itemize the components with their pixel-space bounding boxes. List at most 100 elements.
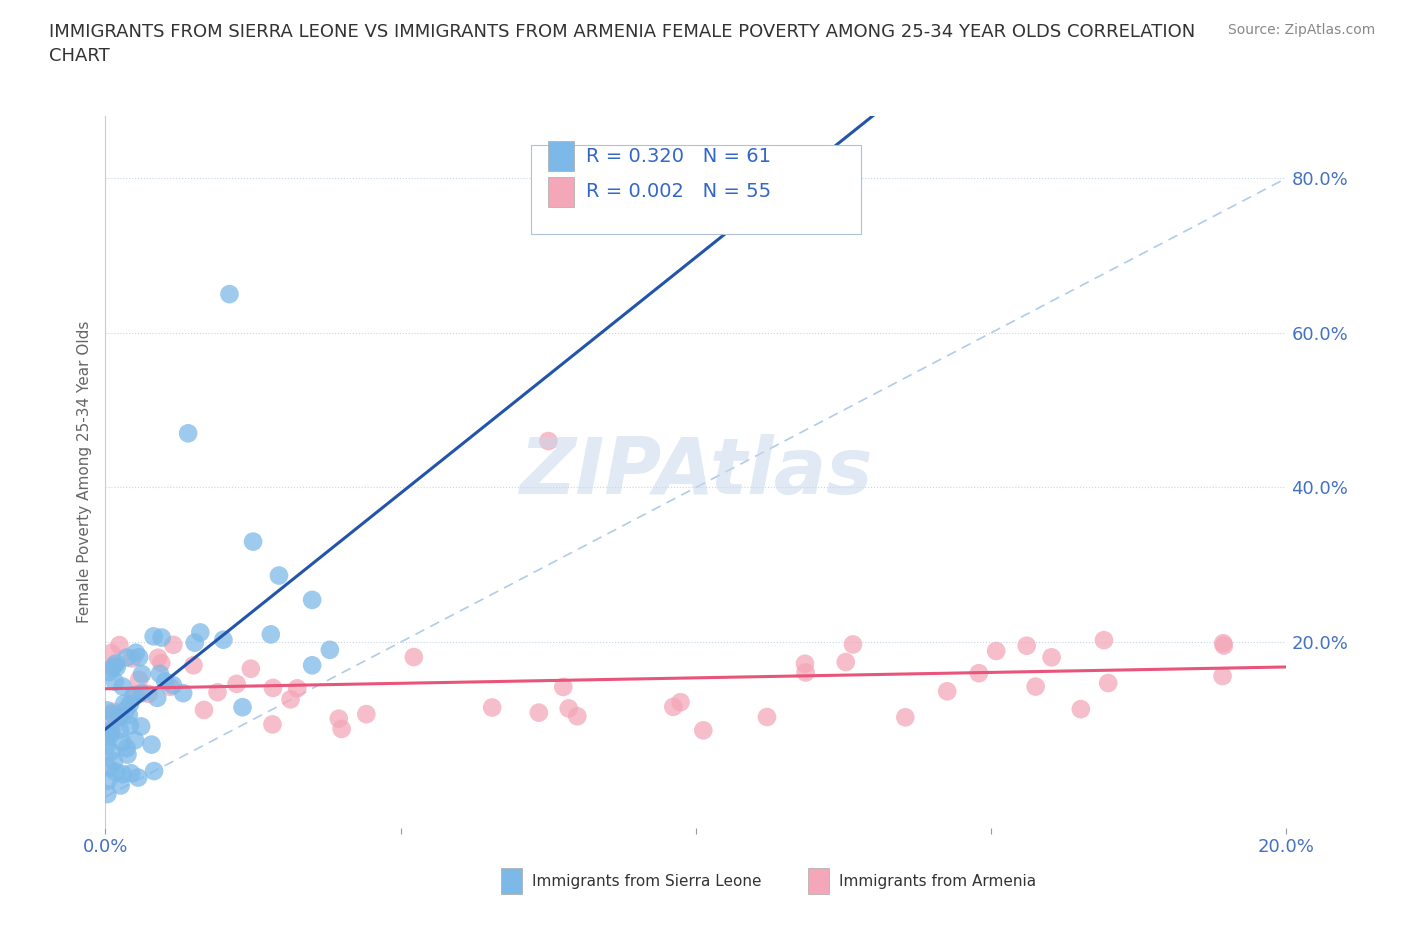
Point: [188, 625, 211, 640]
Point: [319, 643, 342, 658]
Point: [402, 649, 425, 664]
Point: [553, 680, 575, 695]
Point: [127, 770, 149, 785]
Point: [967, 666, 990, 681]
Point: [835, 655, 858, 670]
Point: [756, 710, 779, 724]
FancyBboxPatch shape: [548, 177, 574, 206]
Y-axis label: Female Poverty Among 25-34 Year Olds: Female Poverty Among 25-34 Year Olds: [77, 321, 93, 623]
Point: [101, 711, 124, 726]
FancyBboxPatch shape: [530, 145, 862, 233]
Point: [207, 684, 229, 699]
Point: [842, 637, 865, 652]
Point: [124, 733, 146, 748]
Point: [103, 658, 125, 672]
Point: [146, 690, 169, 705]
Point: [172, 685, 194, 700]
Point: [138, 686, 160, 701]
Point: [101, 706, 124, 721]
Point: [794, 657, 817, 671]
Point: [115, 702, 138, 717]
Point: [328, 711, 350, 726]
Text: R = 0.320   N = 61: R = 0.320 N = 61: [586, 147, 770, 166]
Point: [1025, 679, 1047, 694]
Point: [1040, 650, 1063, 665]
Point: [285, 681, 308, 696]
Point: [301, 658, 323, 672]
Point: [162, 637, 184, 652]
Point: [118, 708, 141, 723]
Point: [669, 695, 692, 710]
Point: [527, 705, 550, 720]
Point: [141, 737, 163, 752]
Text: R = 0.002   N = 55: R = 0.002 N = 55: [586, 182, 772, 201]
Point: [97, 760, 120, 775]
Point: [1212, 669, 1234, 684]
Point: [986, 644, 1008, 658]
Point: [1070, 701, 1092, 716]
Point: [100, 724, 122, 739]
Text: ZIPAtlas: ZIPAtlas: [519, 434, 873, 510]
Point: [936, 684, 959, 698]
Text: Immigrants from Sierra Leone: Immigrants from Sierra Leone: [531, 873, 761, 888]
Point: [96, 703, 118, 718]
Point: [96, 787, 118, 802]
Point: [481, 700, 503, 715]
Point: [115, 650, 138, 665]
Point: [120, 697, 142, 711]
Point: [159, 680, 181, 695]
FancyBboxPatch shape: [501, 869, 523, 894]
Point: [142, 629, 165, 644]
Point: [104, 764, 127, 779]
Point: [280, 692, 302, 707]
Point: [1212, 636, 1234, 651]
Point: [231, 699, 253, 714]
Point: [260, 627, 283, 642]
Point: [97, 726, 120, 741]
Point: [239, 661, 262, 676]
Point: [96, 738, 118, 753]
Point: [225, 676, 247, 691]
Point: [537, 433, 560, 448]
Point: [100, 645, 122, 660]
Text: Source: ZipAtlas.com: Source: ZipAtlas.com: [1227, 23, 1375, 37]
Point: [131, 667, 153, 682]
FancyBboxPatch shape: [808, 869, 830, 894]
Point: [118, 718, 141, 733]
Point: [108, 710, 131, 724]
Point: [330, 722, 353, 737]
Point: [98, 665, 121, 680]
Point: [105, 660, 128, 675]
Point: [662, 699, 685, 714]
Point: [111, 679, 134, 694]
Point: [262, 717, 284, 732]
Point: [794, 665, 817, 680]
Point: [1092, 632, 1115, 647]
Point: [100, 744, 122, 759]
Point: [112, 696, 135, 711]
Point: [101, 660, 124, 675]
Point: [150, 656, 173, 671]
Point: [108, 638, 131, 653]
Point: [103, 754, 125, 769]
Point: [104, 674, 127, 689]
Point: [301, 592, 323, 607]
Point: [1015, 638, 1038, 653]
Point: [150, 631, 173, 645]
Point: [111, 735, 134, 750]
Point: [177, 426, 200, 441]
Point: [155, 674, 177, 689]
Point: [129, 719, 152, 734]
Point: [110, 778, 132, 793]
Point: [117, 747, 139, 762]
Point: [103, 704, 125, 719]
Point: [212, 632, 235, 647]
FancyBboxPatch shape: [548, 141, 574, 171]
Point: [125, 687, 148, 702]
Point: [115, 741, 138, 756]
Point: [262, 681, 284, 696]
Point: [557, 701, 579, 716]
Point: [122, 688, 145, 703]
Point: [121, 651, 143, 666]
Point: [692, 723, 714, 737]
